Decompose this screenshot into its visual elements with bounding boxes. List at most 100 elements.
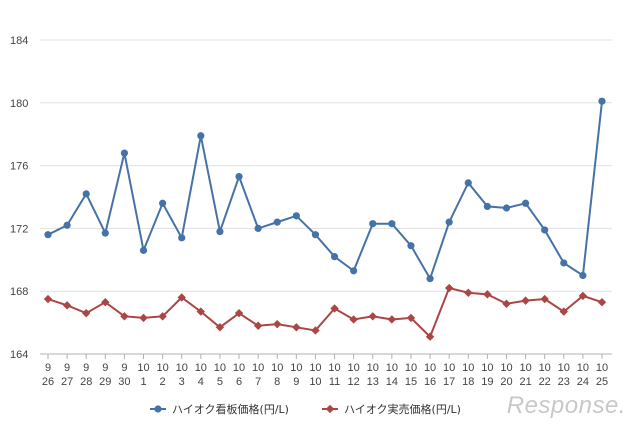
x-tick-label-day: 17 bbox=[443, 376, 455, 388]
x-tick-label-day: 11 bbox=[329, 376, 340, 388]
series-1-point bbox=[292, 212, 300, 220]
series-2-point bbox=[253, 321, 263, 330]
x-tick-label-month: 9 bbox=[64, 362, 70, 374]
x-tick-label-month: 10 bbox=[539, 362, 551, 374]
x-tick-label-day: 5 bbox=[217, 376, 223, 388]
series-line-2 bbox=[47, 286, 603, 339]
series-1-point bbox=[426, 275, 434, 283]
x-tick-label-month: 10 bbox=[500, 362, 512, 374]
x-tick-label-month: 10 bbox=[443, 362, 455, 374]
series-2-point bbox=[559, 307, 568, 316]
x-tick-label-month: 10 bbox=[386, 362, 398, 374]
x-tick-label-month: 10 bbox=[290, 362, 302, 374]
x-tick-label-month: 10 bbox=[424, 362, 436, 374]
series-1-point bbox=[369, 220, 377, 228]
x-tick-label-day: 6 bbox=[236, 376, 242, 388]
x-tick-label-day: 8 bbox=[274, 376, 280, 388]
series-1-point bbox=[235, 172, 243, 181]
x-tick-label-day: 2 bbox=[160, 376, 166, 388]
x-tick-label-day: 26 bbox=[42, 376, 54, 388]
x-tick-label-month: 10 bbox=[195, 362, 207, 374]
x-tick-label-month: 9 bbox=[121, 362, 127, 374]
series-1-point bbox=[579, 271, 587, 280]
series-2-point bbox=[158, 312, 167, 321]
series-2-point bbox=[139, 313, 148, 323]
series-2-point bbox=[578, 291, 588, 301]
series-line-1 bbox=[47, 101, 603, 282]
y-gridlines bbox=[40, 39, 612, 355]
x-tick-label-day: 24 bbox=[577, 376, 589, 388]
x-tick-label-day: 30 bbox=[118, 376, 130, 388]
x-tick-label-month: 9 bbox=[45, 362, 51, 374]
series-1-point bbox=[598, 97, 606, 105]
series-1-point bbox=[388, 220, 396, 228]
x-tick-label-day: 3 bbox=[179, 376, 185, 388]
series-2-point bbox=[483, 290, 492, 299]
x-tick-label-day: 12 bbox=[348, 376, 360, 388]
legend-marker-1 bbox=[154, 405, 162, 413]
series-2-point bbox=[368, 312, 377, 321]
series-group bbox=[43, 97, 607, 341]
series-1-point bbox=[541, 226, 549, 234]
x-tick-label-day: 14 bbox=[386, 376, 398, 388]
x-tick-label-day: 16 bbox=[424, 376, 436, 388]
series-2-point bbox=[101, 297, 110, 307]
series-2-point bbox=[234, 308, 244, 318]
series-1-point bbox=[483, 202, 491, 211]
y-tick-label-184: 184 bbox=[10, 35, 28, 47]
series-2-point bbox=[215, 323, 225, 332]
x-tick-label-day: 13 bbox=[367, 376, 379, 388]
series-2-point bbox=[464, 288, 473, 297]
series-1-point bbox=[197, 132, 205, 140]
x-tick-label-month: 10 bbox=[233, 362, 245, 374]
series-2-point bbox=[177, 293, 186, 302]
x-tick-label-day: 15 bbox=[405, 376, 417, 388]
series-1-point bbox=[311, 231, 320, 239]
series-2-point bbox=[82, 308, 91, 318]
legend-label-2: ハイオク実売価格(円/L) bbox=[344, 402, 461, 416]
x-tick-label-month: 10 bbox=[156, 362, 168, 374]
series-1-point bbox=[521, 199, 530, 207]
series-1-point bbox=[101, 229, 109, 237]
series-2-point bbox=[521, 296, 530, 305]
series-1-point bbox=[350, 267, 358, 275]
x-tick-label-day: 28 bbox=[80, 376, 92, 388]
x-tick-label-month: 10 bbox=[348, 362, 360, 374]
x-tick-label-month: 10 bbox=[176, 362, 188, 374]
series-1-point bbox=[330, 253, 339, 261]
legend-label-1: ハイオク看板価格(円/L) bbox=[172, 402, 289, 416]
x-tick-label-month: 10 bbox=[137, 362, 149, 374]
series-1-point bbox=[254, 224, 262, 232]
series-2-point bbox=[120, 312, 129, 321]
x-tick-label-day: 18 bbox=[462, 376, 474, 388]
series-1-point bbox=[44, 231, 52, 239]
series-1-point bbox=[273, 218, 281, 226]
x-tick-label-month: 10 bbox=[405, 362, 417, 374]
response-logo-watermark: Response. bbox=[506, 392, 626, 419]
x-tick-label-month: 10 bbox=[271, 362, 283, 374]
x-tick-label-month: 10 bbox=[577, 362, 589, 374]
series-2-point bbox=[196, 307, 206, 316]
series-1-point bbox=[216, 227, 224, 236]
x-tick-label-day: 21 bbox=[519, 376, 531, 388]
x-tick-label-day: 23 bbox=[558, 376, 570, 388]
series-1-point bbox=[139, 246, 148, 254]
x-tick-label-day: 9 bbox=[293, 376, 299, 388]
x-tick-label-month: 10 bbox=[462, 362, 474, 374]
series-2-point bbox=[406, 313, 416, 323]
series-1-point bbox=[120, 149, 129, 157]
series-1-point bbox=[445, 218, 453, 226]
x-tick-label-day: 1 bbox=[140, 376, 146, 388]
x-tick-label-day: 20 bbox=[500, 376, 512, 388]
x-tick-label-month: 10 bbox=[596, 362, 608, 374]
series-2-point bbox=[597, 297, 607, 307]
series-1-point bbox=[178, 234, 186, 242]
series-2-point bbox=[540, 294, 549, 304]
series-2-point bbox=[502, 299, 511, 308]
x-tick-label-day: 19 bbox=[481, 376, 493, 388]
y-tick-label-176: 176 bbox=[10, 161, 28, 173]
series-2-point bbox=[273, 319, 282, 329]
y-tick-label-172: 172 bbox=[10, 223, 28, 235]
x-tick-label-month: 10 bbox=[367, 362, 379, 374]
